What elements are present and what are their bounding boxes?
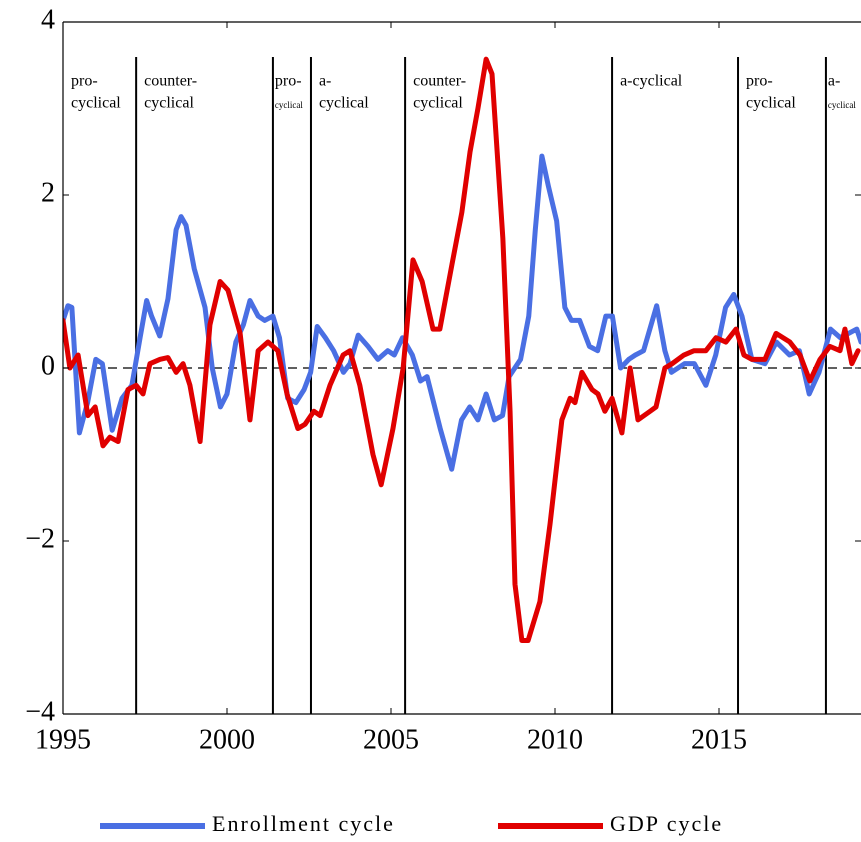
regime-label: cyclical (71, 95, 121, 112)
axes: −4 −2 0 2 4 1995 2000 2005 2010 2015 (25, 4, 861, 755)
regime-label: counter- (144, 73, 197, 90)
data-line (63, 56, 861, 643)
y-tick-label: 2 (41, 177, 55, 208)
y-tick-label: −2 (25, 523, 55, 554)
regime-label: a- (319, 73, 331, 90)
regime-label: cyclical (275, 100, 303, 110)
regime-label: cyclical (746, 95, 796, 112)
x-tick-label: 2010 (527, 724, 583, 755)
regime-label: a- (828, 73, 840, 90)
x-tick-label: 2005 (363, 724, 419, 755)
y-tick-label: 0 (41, 350, 55, 381)
regime-label: counter- (413, 73, 466, 90)
x-tick-label: 1995 (35, 724, 91, 755)
plot-area: pro-cyclical counter-cyclical pro-cyclical… (63, 56, 861, 714)
y-tick-label: −4 (25, 696, 55, 727)
y-tick-label: 4 (41, 4, 55, 35)
regime-label: cyclical (144, 95, 194, 112)
x-tick-label: 2000 (199, 724, 255, 755)
regime-label: pro- (746, 73, 773, 90)
regime-label: cyclical (828, 100, 856, 110)
data-line (63, 153, 861, 472)
regime-label: pro- (275, 73, 302, 90)
x-tick-label: 2015 (691, 724, 747, 755)
regime-label: a-cyclical (620, 73, 683, 90)
regime-label: cyclical (319, 95, 369, 112)
legend-label: Enrollment cycle (212, 811, 395, 836)
legend-label: GDP cycle (610, 811, 723, 836)
regime-label: cyclical (413, 95, 463, 112)
regime-label: pro- (71, 73, 98, 90)
